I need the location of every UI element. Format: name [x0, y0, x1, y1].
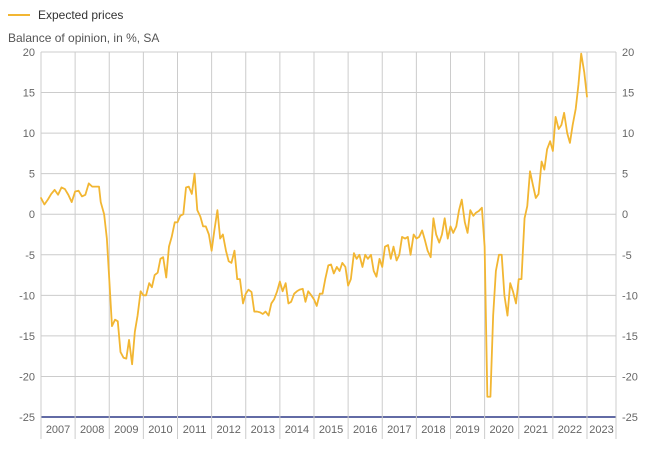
x-axis: 2007 2008 2009 2010 2011 2012 2013 2014 2015 2016…: [46, 424, 614, 436]
y-tick-label: -15: [622, 331, 638, 343]
series-layer: [40, 52, 588, 398]
series-line-expected-prices: [40, 52, 588, 398]
y-tick-label: -5: [622, 250, 632, 262]
x-tick-label: 2020: [489, 424, 513, 436]
x-tick-label: 2010: [148, 424, 172, 436]
y-axis-left: 20 15 10 5 0 -5 -10 -15 -20 -25: [19, 47, 35, 424]
y-tick-label: -25: [622, 412, 638, 424]
x-tick-label: 2019: [455, 424, 479, 436]
x-tick-label: 2018: [421, 424, 445, 436]
y-tick-label: -10: [622, 290, 638, 302]
y-tick-label: -5: [25, 250, 35, 262]
x-tick-label: 2017: [387, 424, 411, 436]
y-tick-label: 15: [23, 88, 35, 100]
y-tick-label: -25: [19, 412, 35, 424]
x-tick-label: 2021: [524, 424, 548, 436]
y-tick-label: -10: [19, 290, 35, 302]
y-tick-label: 0: [29, 209, 35, 221]
y-tick-label: -20: [622, 371, 638, 383]
y-tick-label: 10: [23, 128, 35, 140]
y-tick-label: 20: [23, 47, 35, 59]
x-tick-label: 2008: [80, 424, 104, 436]
x-tick-label: 2014: [285, 424, 309, 436]
legend: Expected prices: [8, 8, 123, 22]
grid-lines: [40, 51, 617, 439]
x-tick-label: 2011: [183, 424, 207, 436]
y-tick-label: -20: [19, 371, 35, 383]
x-tick-label: 2015: [319, 424, 343, 436]
y-tick-label: 15: [622, 88, 634, 100]
y-axis-title: Balance of opinion, in %, SA: [8, 31, 160, 45]
y-tick-label: 10: [622, 128, 634, 140]
y-axis-right: 20 15 10 5 0 -5 -10 -15 -20 -25: [622, 47, 638, 424]
y-tick-label: 5: [622, 169, 628, 181]
x-tick-label: 2013: [251, 424, 275, 436]
x-tick-label: 2023: [589, 424, 613, 436]
legend-swatch-expected-prices: [8, 14, 30, 16]
x-tick-label: 2009: [114, 424, 138, 436]
legend-label: Expected prices: [38, 8, 124, 22]
x-tick-label: 2007: [46, 424, 70, 436]
x-tick-label: 2012: [216, 424, 240, 436]
y-tick-label: -15: [19, 331, 35, 343]
y-tick-label: 0: [622, 209, 628, 221]
x-tick-label: 2022: [558, 424, 582, 436]
x-tick-label: 2016: [353, 424, 377, 436]
y-tick-label: 20: [622, 47, 634, 59]
y-tick-label: 5: [29, 169, 35, 181]
